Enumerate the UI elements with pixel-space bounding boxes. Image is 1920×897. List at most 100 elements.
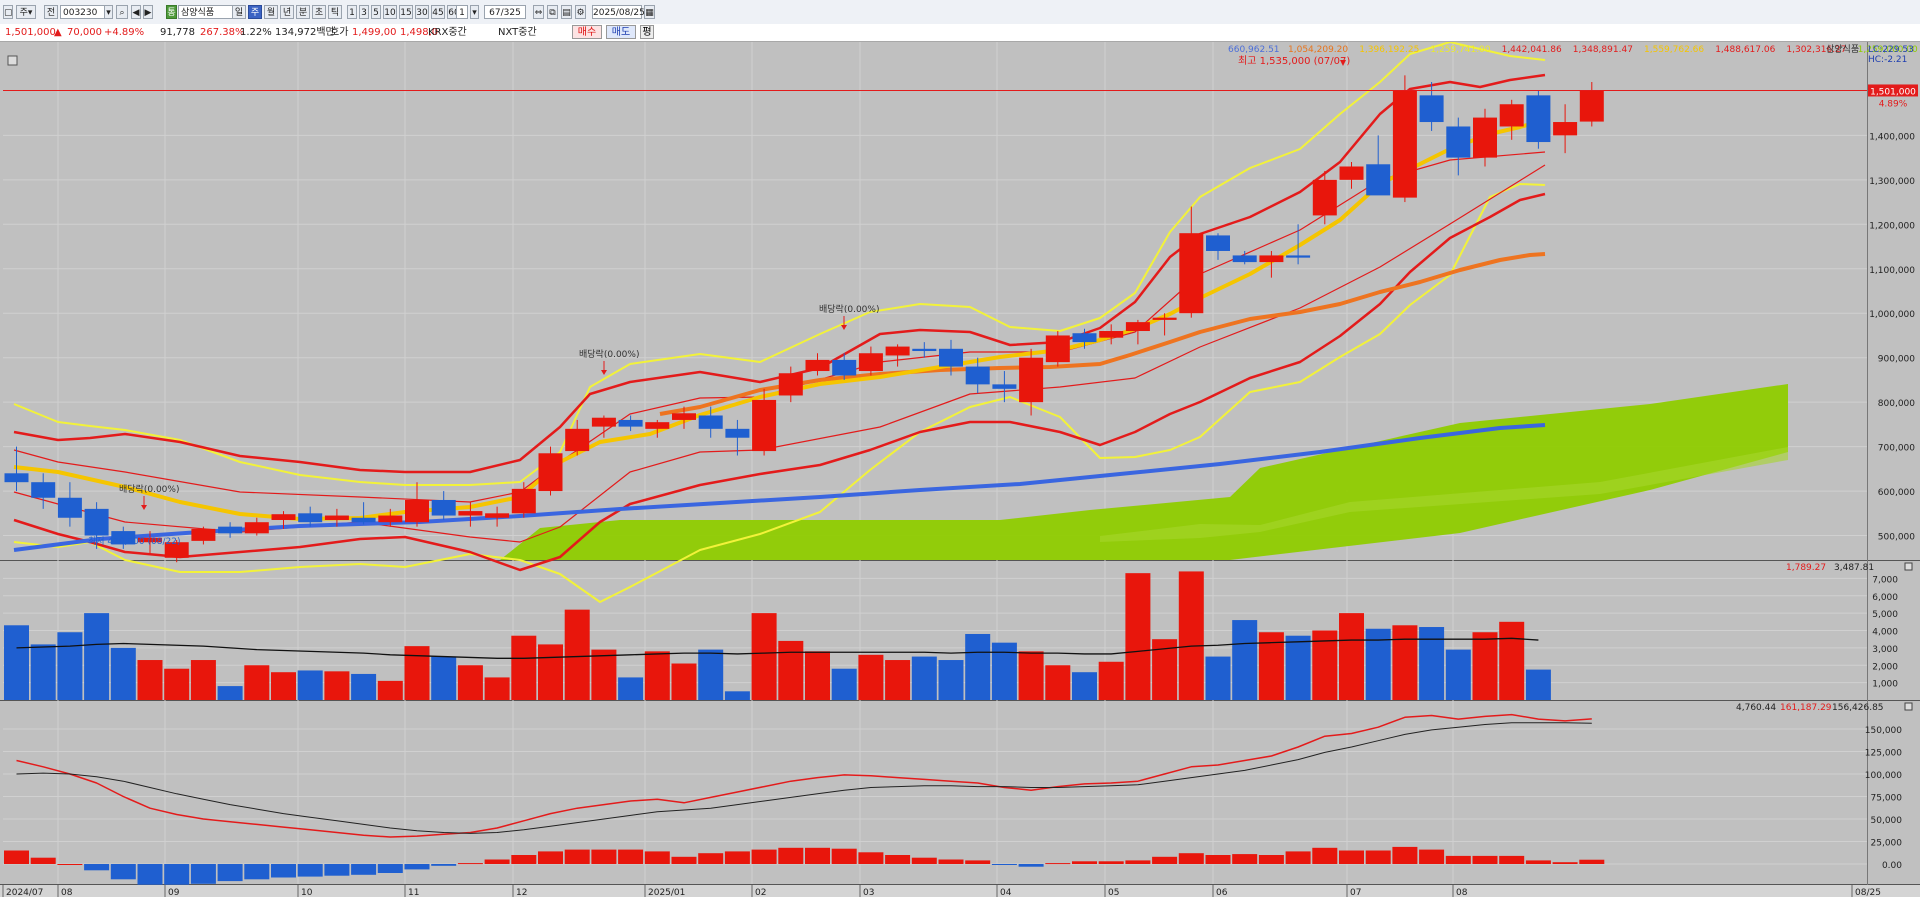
macd-hist-bar <box>110 864 136 880</box>
candle-body <box>1366 164 1391 196</box>
tab-period-2[interactable]: 월 <box>264 5 278 19</box>
market-select[interactable]: 주▾ <box>16 5 36 19</box>
bars-total: /325 <box>500 8 521 18</box>
macd-hist-bar <box>84 864 110 871</box>
volume-bar <box>511 635 537 700</box>
volume-axis-tick: 4,000 <box>1872 628 1898 638</box>
interval-button-10[interactable]: 10 <box>383 5 397 19</box>
buy-button[interactable]: 매수 <box>572 25 602 39</box>
candle-body <box>832 359 857 376</box>
candle-body <box>858 353 883 372</box>
magnifier-icon[interactable]: ⌕ <box>116 5 128 19</box>
market-label: 주 <box>19 8 28 18</box>
interval-button-5[interactable]: 5 <box>371 5 381 19</box>
macd-hist-bar <box>671 856 697 864</box>
cursor-tool-icon[interactable]: ⇔ <box>533 5 544 19</box>
next-stock-icon[interactable]: ▶ <box>143 5 153 19</box>
volume-legend-2: 3,487.81 <box>1834 563 1874 573</box>
x-axis-tick: 02 <box>755 888 766 897</box>
tab-period-6[interactable]: 틱 <box>328 5 342 19</box>
volume-bar <box>724 691 750 700</box>
prev-stock-icon[interactable]: ◀ <box>131 5 141 19</box>
x-axis-tick: 04 <box>1000 888 1012 897</box>
volume-axis-tick: 1,000 <box>1872 680 1898 690</box>
dividend-label: 배당락(0.00%) <box>579 348 639 360</box>
stock-chart[interactable]: 1,400,000 1,300,000 1,200,000 1,100,000 1,00… <box>0 42 1920 897</box>
compare-tool-icon[interactable]: ⧉ <box>547 5 558 19</box>
volume-bar <box>1445 649 1471 700</box>
macd-hist-bar <box>137 864 163 885</box>
count-dropdown-icon[interactable]: ▾ <box>470 5 479 19</box>
code-dropdown-icon[interactable]: ▾ <box>104 5 113 19</box>
macd-hist-bar <box>164 864 190 885</box>
volume-bar <box>671 663 697 700</box>
volume-bar <box>564 609 590 700</box>
tab-period-1[interactable]: 주 <box>248 5 262 19</box>
legend-value: 1,302,316.27 <box>1786 45 1846 55</box>
candle-body <box>1072 333 1097 343</box>
tab-period-5[interactable]: 초 <box>312 5 326 19</box>
envelope-upper <box>13 42 1546 486</box>
interval-button-15[interactable]: 15 <box>399 5 413 19</box>
calendar-icon[interactable]: ▦ <box>644 5 655 19</box>
volume-bar <box>1392 625 1418 700</box>
stock-code-input[interactable]: 003230 <box>60 5 108 19</box>
price-axis-tick: 600,000 <box>1878 488 1915 498</box>
save-icon[interactable]: ▤ <box>561 5 572 19</box>
price-axis-tick: 800,000 <box>1878 399 1915 409</box>
volume-bar <box>431 656 457 700</box>
search-scope-button[interactable]: 전 <box>44 5 58 19</box>
trade-amount: 134,972백만 <box>275 27 335 38</box>
x-axis-tick: 2025/01 <box>648 888 685 897</box>
volume-bar <box>244 665 270 700</box>
layout-icon[interactable]: ▢ <box>3 5 13 19</box>
turnover-rate: 1.22% <box>240 27 272 38</box>
volume-bar <box>1472 632 1498 700</box>
volume-bar <box>698 649 724 700</box>
volume-bar <box>1205 656 1231 700</box>
tab-period-3[interactable]: 년 <box>280 5 294 19</box>
tab-period-4[interactable]: 분 <box>296 5 310 19</box>
macd-hist-bar <box>591 849 617 864</box>
interval-button-3[interactable]: 3 <box>359 5 369 19</box>
envelope-lower <box>13 183 1546 603</box>
candle-body <box>1473 117 1497 158</box>
settings-icon[interactable]: ⚙ <box>575 5 586 19</box>
price-axis-tick: 700,000 <box>1878 444 1915 454</box>
interval-button-1[interactable]: 1 <box>347 5 357 19</box>
legend-value: 1,348,891.47 <box>1573 45 1633 55</box>
ichimoku-cloud <box>500 384 1788 560</box>
interval-button-30[interactable]: 30 <box>415 5 429 19</box>
candle-body <box>111 531 136 545</box>
macd-hist-bar <box>1258 855 1284 864</box>
macd-hist-bar <box>1178 853 1204 864</box>
stock-name-field[interactable]: 삼양식품 <box>178 5 236 19</box>
macd-axis-tick: 25,000 <box>1871 839 1903 849</box>
x-axis-tick: 12 <box>516 888 527 897</box>
sell-button[interactable]: 매도 <box>606 25 636 39</box>
x-axis-tick: 08/25 <box>1855 888 1881 897</box>
low-annotation: 최저 470,000 (08/22) <box>88 536 180 547</box>
count-input[interactable]: 1 <box>456 5 468 19</box>
macd-hist-bar <box>778 847 804 864</box>
interval-button-45[interactable]: 45 <box>431 5 445 19</box>
bars-field[interactable]: 67/325 <box>484 5 526 19</box>
x-axis-tick: 11 <box>408 888 419 897</box>
volume-bar <box>751 613 777 700</box>
macd-hist-bar <box>57 864 83 865</box>
current-price-tag-text: 1,501,000 <box>1870 87 1916 97</box>
legend-value: 1,396,192.25 <box>1359 45 1419 55</box>
tab-period-0[interactable]: 일 <box>232 5 246 19</box>
candle-body <box>271 514 296 520</box>
candle-body <box>244 522 269 534</box>
ask-price: 1,499,00 <box>352 27 397 38</box>
x-axis-tick: 2024/07 <box>6 888 43 897</box>
macd-hist-bar <box>404 864 430 870</box>
volume-bar <box>591 649 617 700</box>
date-input[interactable]: 2025/08/25 <box>592 5 645 19</box>
volume-bar <box>1285 635 1311 700</box>
legend-value: 660,962.51 <box>1228 45 1280 55</box>
position-button[interactable]: 평 <box>640 25 654 39</box>
macd-hist-bar <box>991 864 1017 865</box>
volume-bar <box>84 613 110 700</box>
